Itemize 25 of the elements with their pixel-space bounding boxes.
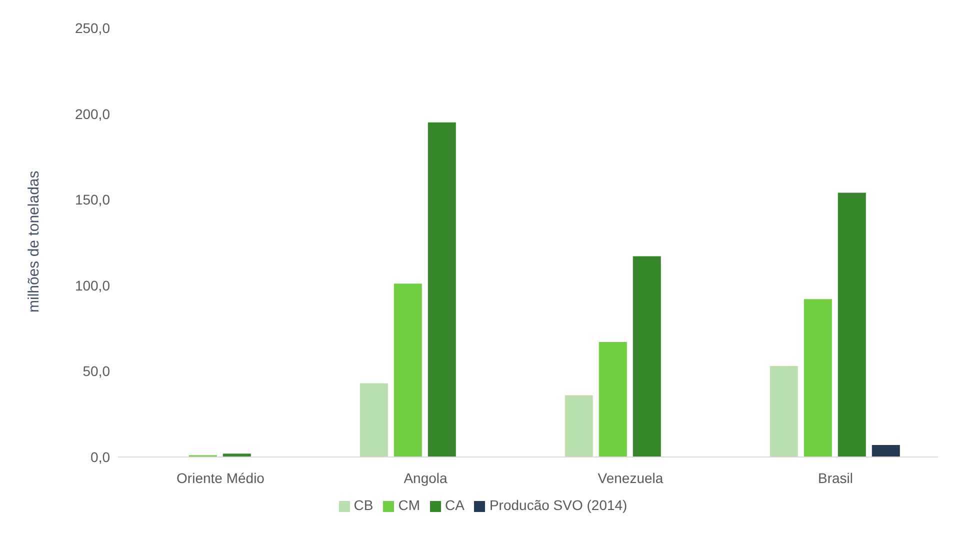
legend-label: CM [398,497,420,513]
bar [770,366,798,457]
bar [564,395,593,457]
y-tick-label: 100,0 [74,277,110,294]
y-axis-title: milhões de toneladas [25,170,42,312]
y-tick-label: 50,0 [82,363,110,380]
bar [428,122,456,457]
x-tick-label: Venezuela [598,470,664,486]
legend-label: Producão SVO (2014) [489,497,628,513]
y-tick-label: 0,0 [90,448,110,465]
legend-label: CA [445,497,464,513]
bar [360,383,388,457]
bar [804,299,832,457]
bar [838,192,866,457]
bar [872,444,900,457]
legend-label: CB [354,497,374,513]
y-tick-label: 250,0 [74,20,110,36]
bar [632,256,661,457]
bar [598,342,627,457]
x-tick-label: Oriente Médio [176,470,265,486]
y-tick-label: 150,0 [74,192,110,208]
x-tick-label: Angola [404,470,448,486]
y-tick-label: 200,0 [74,106,110,122]
x-tick-label: Brasil [818,470,854,486]
bar [394,284,422,457]
